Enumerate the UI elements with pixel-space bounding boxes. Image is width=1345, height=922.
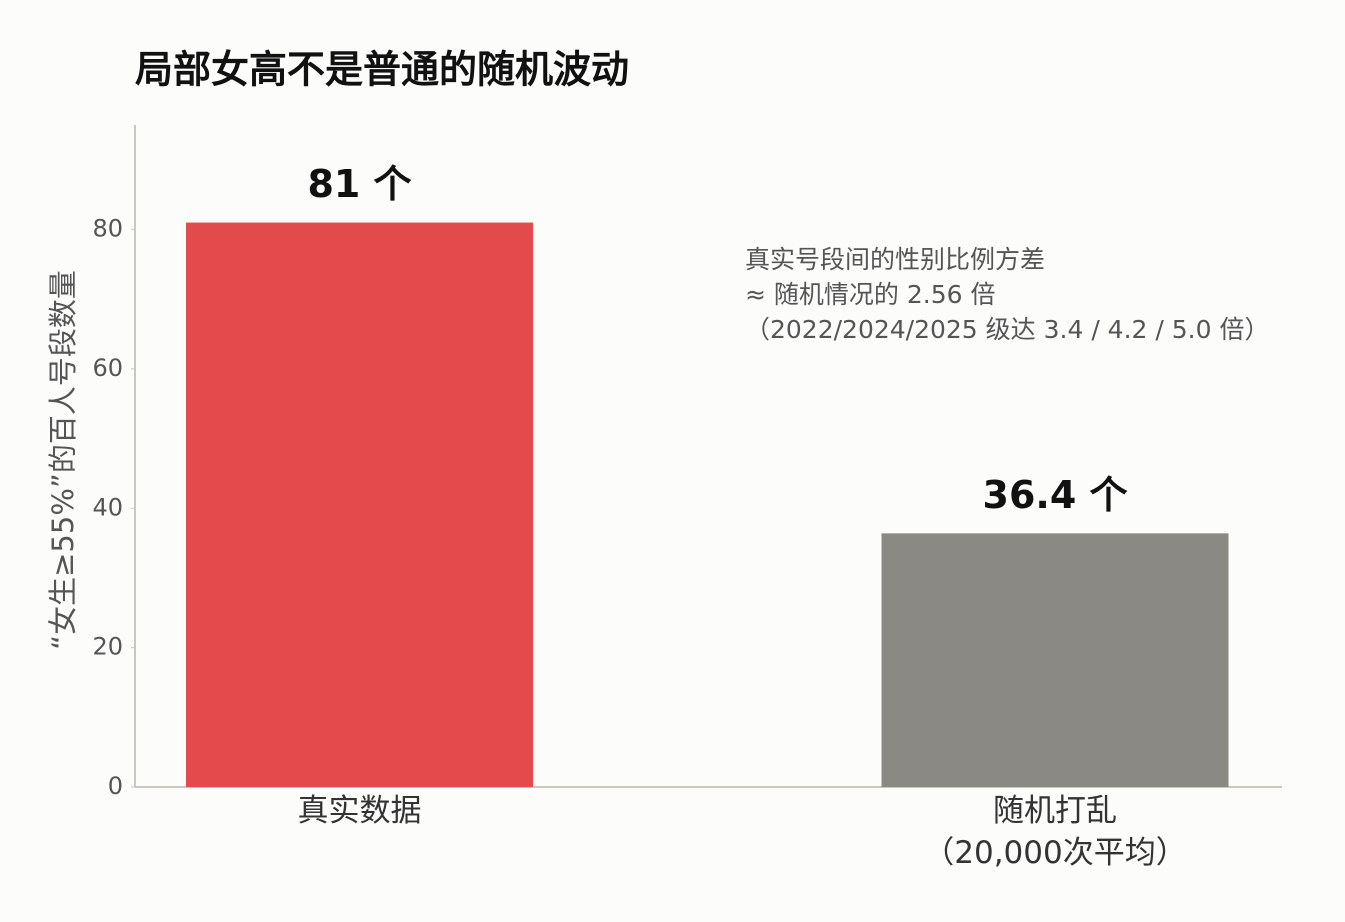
- y-tick-label: 0: [108, 772, 123, 800]
- value-label: 81 个: [307, 162, 411, 206]
- y-tick-label: 80: [92, 215, 123, 243]
- bar: [881, 533, 1229, 787]
- value-label: 36.4 个: [983, 473, 1128, 517]
- y-tick-label: 20: [92, 633, 123, 661]
- chart-title: 局部女高不是普通的随机波动: [135, 48, 629, 92]
- x-tick-label: 真实数据: [297, 793, 422, 829]
- y-tick-label: 40: [92, 493, 123, 521]
- annotation: 真实号段间的性别比例方差 ≈ 随机情况的 2.56 倍 （2022/2024/2…: [745, 245, 1270, 344]
- bar: [186, 222, 533, 788]
- x-tick-label: 随机打乱 （20,000次平均）: [923, 793, 1187, 871]
- y-tick-label: 60: [92, 354, 123, 382]
- y-axis-label: “女生≥55%”的百人号段数量: [46, 270, 80, 650]
